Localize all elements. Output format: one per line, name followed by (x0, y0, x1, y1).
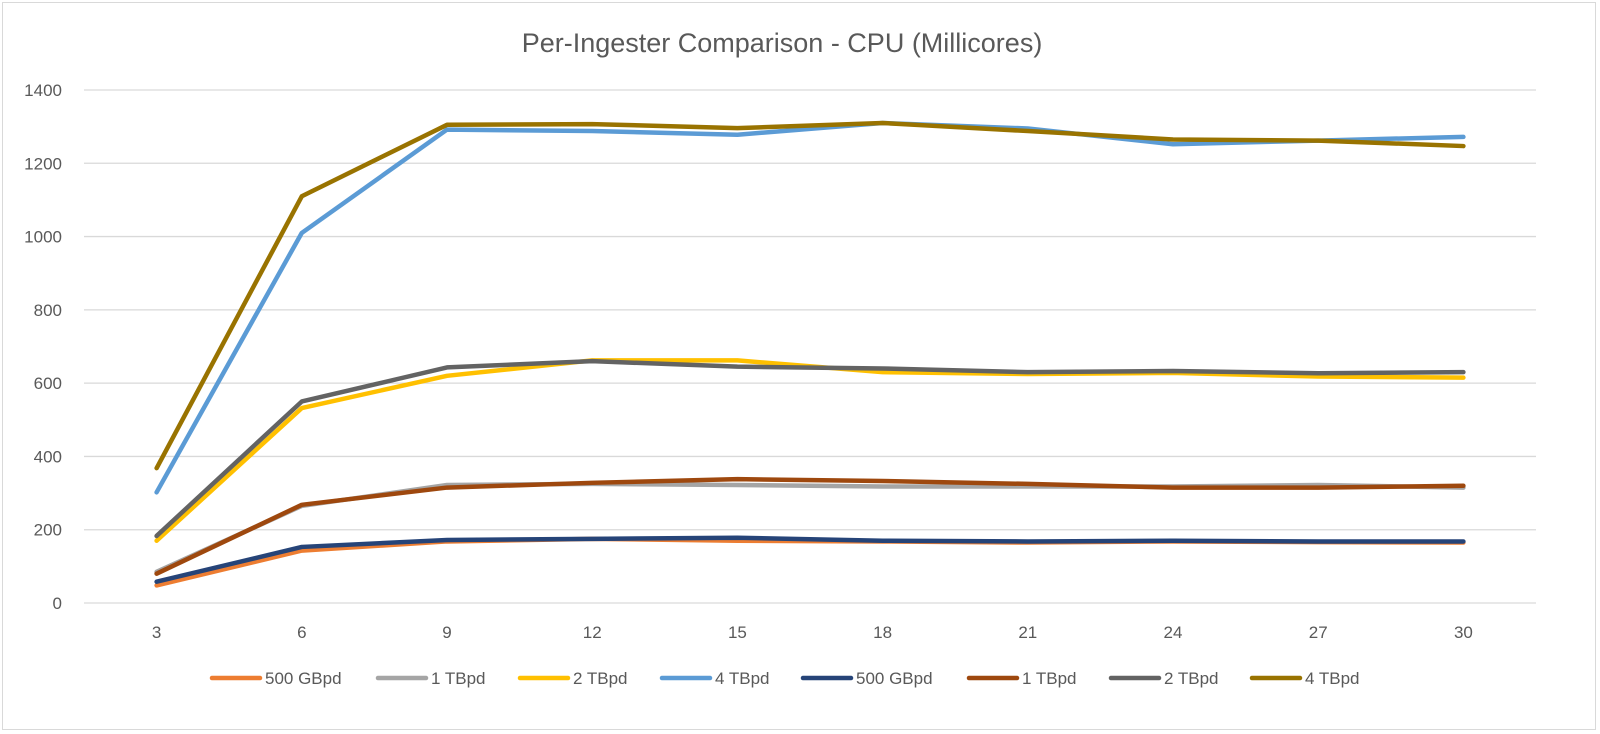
x-tick-label: 24 (1164, 623, 1183, 642)
x-tick-label: 12 (583, 623, 602, 642)
legend-label: 1 TBpd (431, 669, 486, 688)
y-tick-label: 1000 (24, 228, 62, 247)
series-line-6 (154, 358, 1466, 539)
legend-label: 500 GBpd (856, 669, 933, 688)
y-tick-label: 600 (34, 374, 62, 393)
x-tick-label: 9 (442, 623, 451, 642)
y-tick-label: 200 (34, 521, 62, 540)
y-tick-label: 0 (53, 594, 62, 613)
series-line-5 (154, 476, 1466, 576)
x-tick-label: 3 (152, 623, 161, 642)
legend-label: 2 TBpd (573, 669, 628, 688)
chart-title: Per-Ingester Comparison - CPU (Millicore… (522, 28, 1043, 58)
series-line-3 (154, 120, 1466, 495)
legend-label: 4 TBpd (1305, 669, 1360, 688)
x-tick-label: 30 (1454, 623, 1473, 642)
legend-label: 1 TBpd (1022, 669, 1077, 688)
series-line-4 (154, 535, 1466, 584)
legend-label: 500 GBpd (265, 669, 342, 688)
x-tick-label: 18 (873, 623, 892, 642)
y-tick-label: 400 (34, 447, 62, 466)
series-line-7 (154, 120, 1466, 471)
y-tick-label: 800 (34, 301, 62, 320)
x-tick-label: 27 (1309, 623, 1328, 642)
y-tick-label: 1200 (24, 154, 62, 173)
x-tick-label: 15 (728, 623, 747, 642)
legend-label: 4 TBpd (715, 669, 770, 688)
x-tick-label: 6 (297, 623, 306, 642)
y-tick-label: 1400 (24, 81, 62, 100)
legend-label: 2 TBpd (1164, 669, 1219, 688)
x-tick-label: 21 (1018, 623, 1037, 642)
